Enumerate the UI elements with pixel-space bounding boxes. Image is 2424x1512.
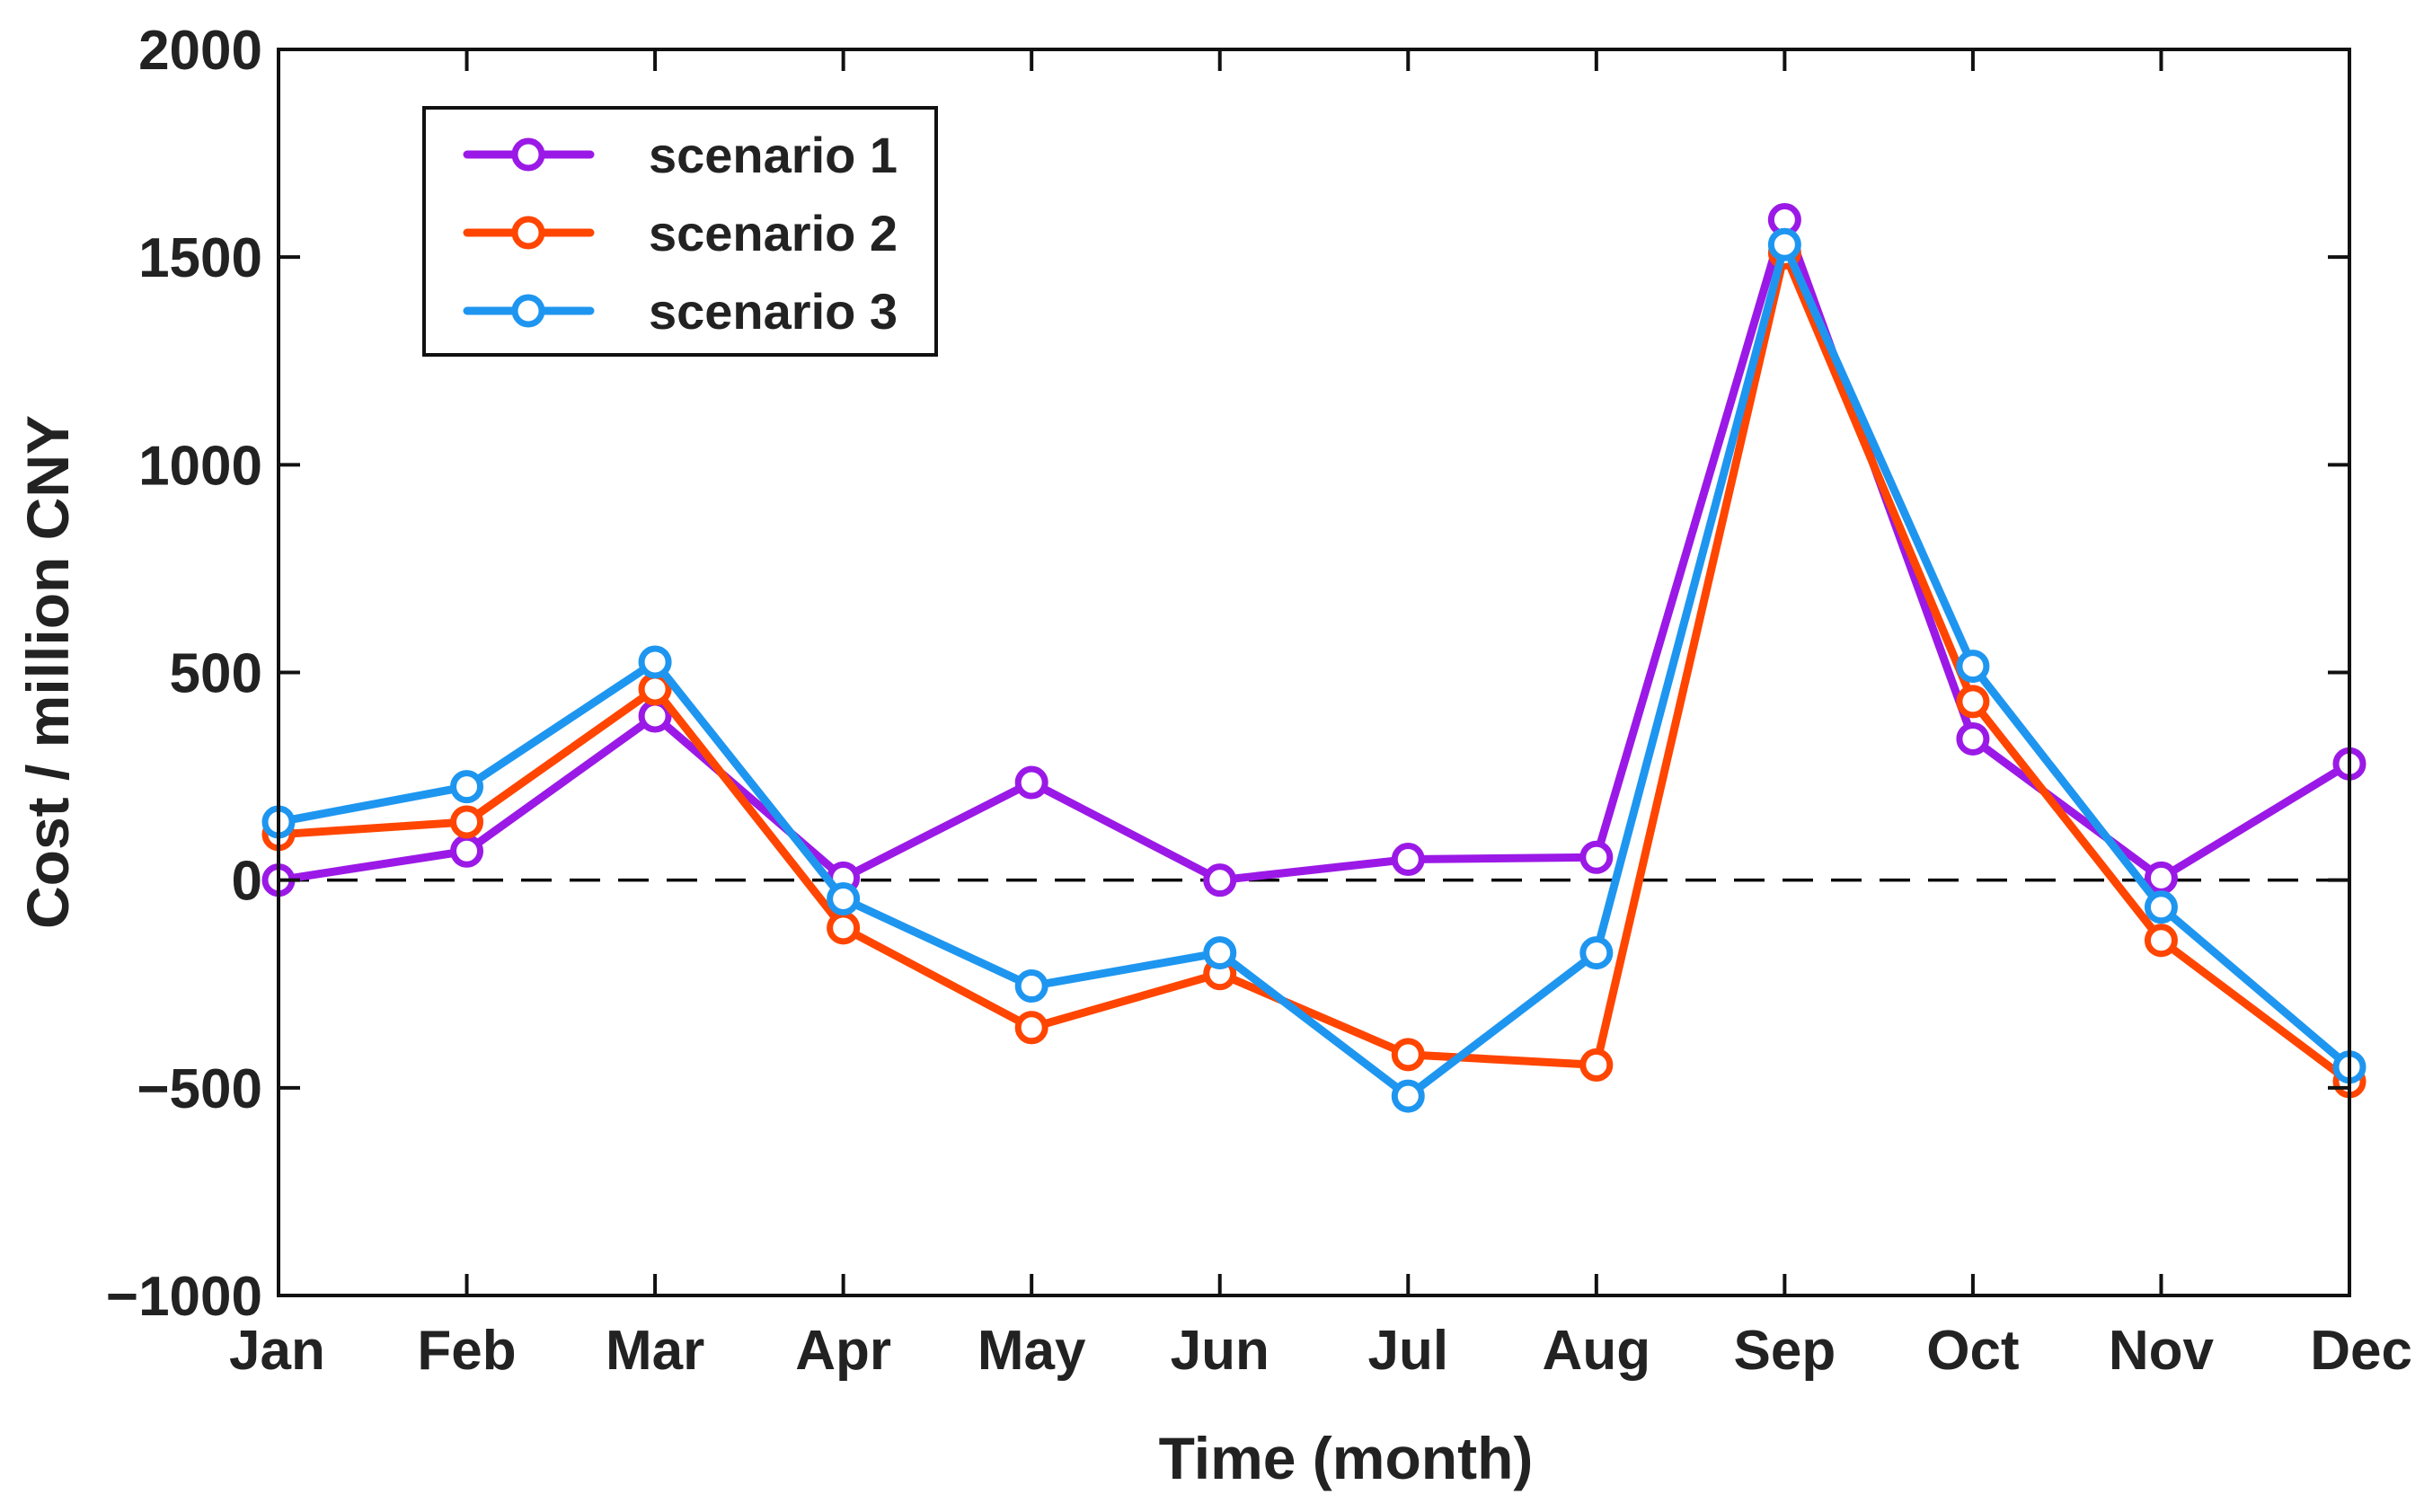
x-tick-label: Jan [229, 1320, 325, 1382]
series-1-point [1956, 721, 1990, 756]
series-3-point [2144, 890, 2178, 924]
series-2-point [1014, 1011, 1048, 1045]
legend-item-2: scenario 2 [463, 205, 898, 261]
series-2-line [274, 249, 2354, 1086]
legend-marker [511, 294, 545, 328]
series-1-point [1579, 840, 1614, 874]
series-2-point [827, 911, 861, 945]
series-2-point [2144, 924, 2178, 958]
x-tick-label: Jun [1171, 1320, 1270, 1382]
series-3-point [827, 881, 861, 915]
x-tick-label: Nov [2109, 1320, 2215, 1382]
y-tick-label: 1500 [138, 227, 262, 289]
y-axis-ticks: −1000 −500 0 500 1000 1500 2000 [106, 20, 2349, 1328]
series-3-line [274, 240, 2354, 1101]
legend-marker [511, 216, 545, 250]
legend-label: scenario 2 [649, 205, 898, 261]
x-tick-label: Feb [417, 1320, 516, 1382]
x-tick-label: Oct [1926, 1320, 2019, 1382]
series-1-point [1391, 843, 1425, 877]
x-tick-label: Dec [2310, 1320, 2412, 1382]
legend: scenario 1 scenario 2 scenario 3 [422, 106, 938, 357]
series-1-point [2144, 861, 2178, 895]
x-tick-label: Mar [606, 1320, 704, 1382]
x-axis-title: Time (month) [1159, 1425, 1534, 1491]
series-layer [261, 203, 2366, 1113]
series-3-point [1956, 650, 1990, 684]
y-axis-title: Cost / million CNY [14, 415, 81, 929]
series-1-line [274, 216, 2354, 885]
series-3-point [450, 770, 484, 804]
x-tick-label: Jul [1367, 1320, 1448, 1382]
series-2-point [1391, 1038, 1425, 1072]
series-3 [261, 227, 2366, 1113]
y-tick-label: 2000 [138, 20, 262, 82]
legend-label: scenario 1 [649, 127, 898, 183]
y-tick-label: 500 [170, 643, 262, 705]
y-tick-label: 1000 [138, 435, 262, 497]
series-3-point [1014, 969, 1048, 1004]
y-tick-label: −500 [137, 1058, 262, 1120]
x-tick-label: May [978, 1320, 1086, 1382]
series-1-point [1203, 863, 1237, 897]
x-tick-label: Apr [795, 1320, 891, 1382]
legend-label: scenario 3 [649, 283, 898, 340]
series-2-point [1956, 685, 1990, 719]
series-3-point [1767, 227, 1801, 261]
y-tick-label: 0 [232, 851, 262, 913]
series-3-point [1391, 1079, 1425, 1113]
x-tick-label: Aug [1543, 1320, 1651, 1382]
x-axis-ticks: Jan Feb Mar Apr May Jun Jul Aug Sep Oct Nov Dec [229, 49, 2412, 1382]
series-1-point [450, 834, 484, 868]
legend-marker [511, 137, 545, 172]
legend-item-3: scenario 3 [463, 283, 898, 340]
series-3-point [1203, 936, 1237, 970]
series-2-point [1579, 1048, 1614, 1082]
x-tick-label: Sep [1734, 1320, 1836, 1382]
series-1-point [1014, 765, 1048, 800]
y-tick-label: −1000 [106, 1266, 262, 1328]
series-3-point [638, 645, 672, 679]
series-3-point [1579, 936, 1614, 970]
series-2-point [450, 805, 484, 839]
legend-item-1: scenario 1 [463, 127, 898, 183]
